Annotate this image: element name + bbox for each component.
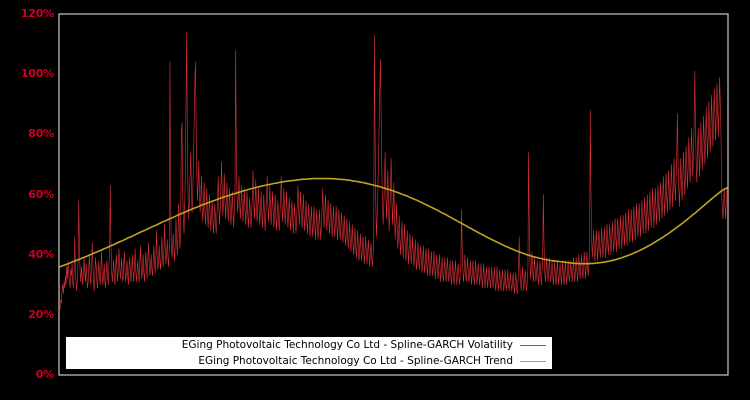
legend-line-swatch-trend (520, 360, 546, 362)
chart-series-layer (59, 31, 728, 310)
y-axis-tick-label: 80% (28, 127, 54, 141)
y-axis-tick-label: 0% (35, 368, 54, 381)
y-axis-tick-label: 40% (28, 247, 54, 261)
axes-frame (58, 13, 729, 376)
legend-label-volatility: EGing Photovoltaic Technology Co Ltd - S… (181, 339, 513, 351)
legend-entry-trend: EGing Photovoltaic Technology Co Ltd - S… (66, 353, 552, 369)
series-line-volatility (59, 31, 728, 310)
y-axis-tick-label: 100% (20, 67, 54, 81)
legend-line-swatch-volatility (520, 344, 546, 346)
legend-label-trend: EGing Photovoltaic Technology Co Ltd - S… (198, 355, 513, 367)
y-axis-tick-labels: 0% 20% 40% 60% 80% 100% 120% (0, 0, 54, 400)
y-axis-tick-label: 60% (28, 187, 54, 201)
y-axis-tick-label: 20% (28, 307, 54, 321)
series-line-trend (59, 177, 728, 268)
legend-entry-volatility: EGing Photovoltaic Technology Co Ltd - S… (66, 337, 552, 353)
chart-legend: EGing Photovoltaic Technology Co Ltd - S… (66, 337, 552, 369)
y-axis-tick-label: 120% (20, 7, 54, 20)
